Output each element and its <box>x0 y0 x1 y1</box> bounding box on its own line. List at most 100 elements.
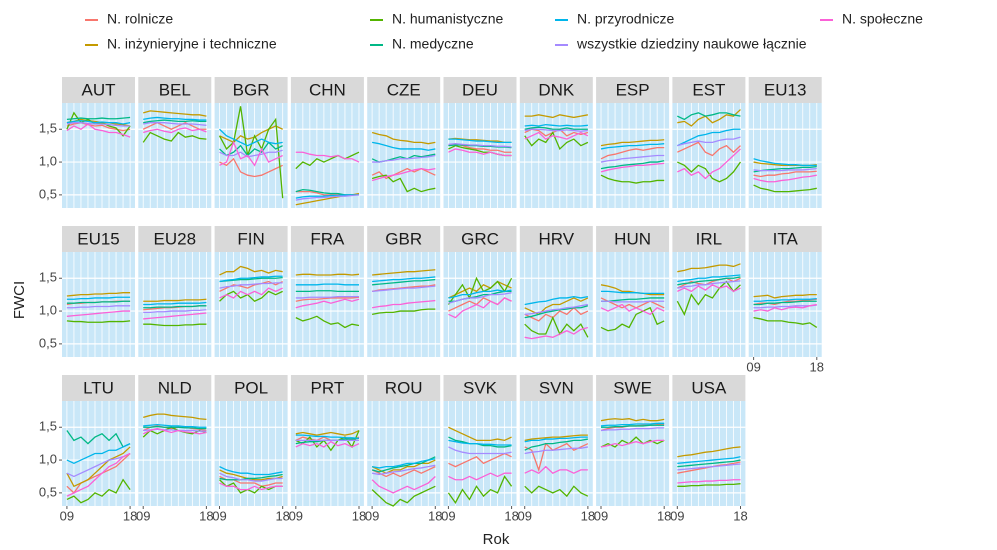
x-tick-label: 18 <box>199 508 213 523</box>
series-line <box>524 305 589 319</box>
series-line <box>219 275 283 283</box>
series-line <box>219 276 283 283</box>
series-line <box>600 139 665 147</box>
series-line <box>448 439 512 446</box>
series-line <box>676 280 741 316</box>
series-line <box>295 434 360 440</box>
series-line <box>524 438 589 451</box>
strip-label: SVN <box>539 378 574 397</box>
series-line <box>753 174 817 183</box>
series-line <box>371 141 436 151</box>
series-line <box>448 446 512 455</box>
panel-background <box>290 252 364 357</box>
series-line <box>66 430 131 448</box>
strip-label: GRC <box>461 229 499 248</box>
series-line <box>753 167 817 172</box>
y-tick-label: 1,5 <box>39 270 57 285</box>
panel-background <box>443 252 517 357</box>
y-tick-label: 1,0 <box>39 452 57 467</box>
series-line <box>219 282 283 289</box>
panel-background <box>367 401 441 506</box>
series-line <box>448 148 512 157</box>
strip-label: BGR <box>233 80 270 99</box>
series-line <box>295 290 359 293</box>
series-line <box>524 131 589 140</box>
series-line <box>66 120 131 125</box>
series-line <box>295 295 359 299</box>
series-line <box>524 303 589 315</box>
panel-background <box>214 401 288 506</box>
series-line <box>371 475 436 494</box>
panel-background <box>672 401 746 506</box>
strip <box>214 77 288 103</box>
x-tick-label: 09 <box>136 508 150 523</box>
series-line <box>448 472 512 481</box>
series-line <box>524 326 589 340</box>
series-line <box>600 143 665 150</box>
series-line <box>600 146 665 160</box>
series-line <box>295 151 360 163</box>
strip-label: POL <box>234 378 268 397</box>
series-line <box>677 446 741 458</box>
strip <box>62 226 135 252</box>
x-tick-label: 18 <box>733 508 747 523</box>
strip <box>672 77 746 103</box>
y-tick-label: 0,5 <box>39 484 57 499</box>
strip-label: HUN <box>614 229 651 248</box>
panel-background <box>519 401 593 506</box>
series-line <box>143 309 207 314</box>
series-line <box>143 423 207 428</box>
series-line <box>677 148 741 180</box>
strip <box>519 77 593 103</box>
strip <box>214 226 288 252</box>
series-line <box>448 297 512 319</box>
strip <box>290 77 364 103</box>
x-tick-label: 18 <box>810 359 824 374</box>
series-line <box>372 285 436 293</box>
series-line <box>66 320 131 323</box>
strip-label: FIN <box>237 229 264 248</box>
series-line <box>66 111 131 137</box>
series-line <box>142 121 207 130</box>
strip-label: ITA <box>773 229 799 248</box>
series-line <box>677 479 741 484</box>
series-line <box>677 459 741 468</box>
series-line <box>143 298 207 302</box>
y-tick-label: 1,0 <box>39 154 57 169</box>
series-line <box>600 306 665 332</box>
series-line <box>295 151 360 170</box>
strip <box>214 375 288 401</box>
strip <box>672 375 746 401</box>
series-line <box>677 284 741 293</box>
series-line <box>295 273 360 276</box>
series-line <box>66 452 131 497</box>
series-line <box>600 439 665 448</box>
series-line <box>66 300 131 304</box>
series-line <box>66 116 131 121</box>
panel-background <box>290 401 364 506</box>
series-line <box>66 122 131 132</box>
series-line <box>753 303 817 312</box>
series-line <box>448 137 512 144</box>
strip <box>748 77 822 103</box>
x-axis-label: Rok <box>483 531 510 548</box>
series-line <box>524 128 588 132</box>
series-line <box>447 276 513 305</box>
series-line <box>524 124 588 127</box>
x-tick-label: 18 <box>504 508 518 523</box>
x-tick-label: 09 <box>670 508 684 523</box>
series-line <box>143 413 207 421</box>
strip <box>672 226 746 252</box>
strip-label: EST <box>692 80 725 99</box>
series-line <box>295 429 360 436</box>
series-line <box>753 316 818 329</box>
x-tick-label: 18 <box>657 508 671 523</box>
x-tick-label: 09 <box>517 508 531 523</box>
strip-label: AUT <box>82 80 116 99</box>
series-line <box>143 305 207 309</box>
x-tick-label: 09 <box>212 508 226 523</box>
legend-label: N. medyczne <box>392 36 474 52</box>
panel-background <box>62 252 135 357</box>
strip-label: USA <box>691 378 727 397</box>
